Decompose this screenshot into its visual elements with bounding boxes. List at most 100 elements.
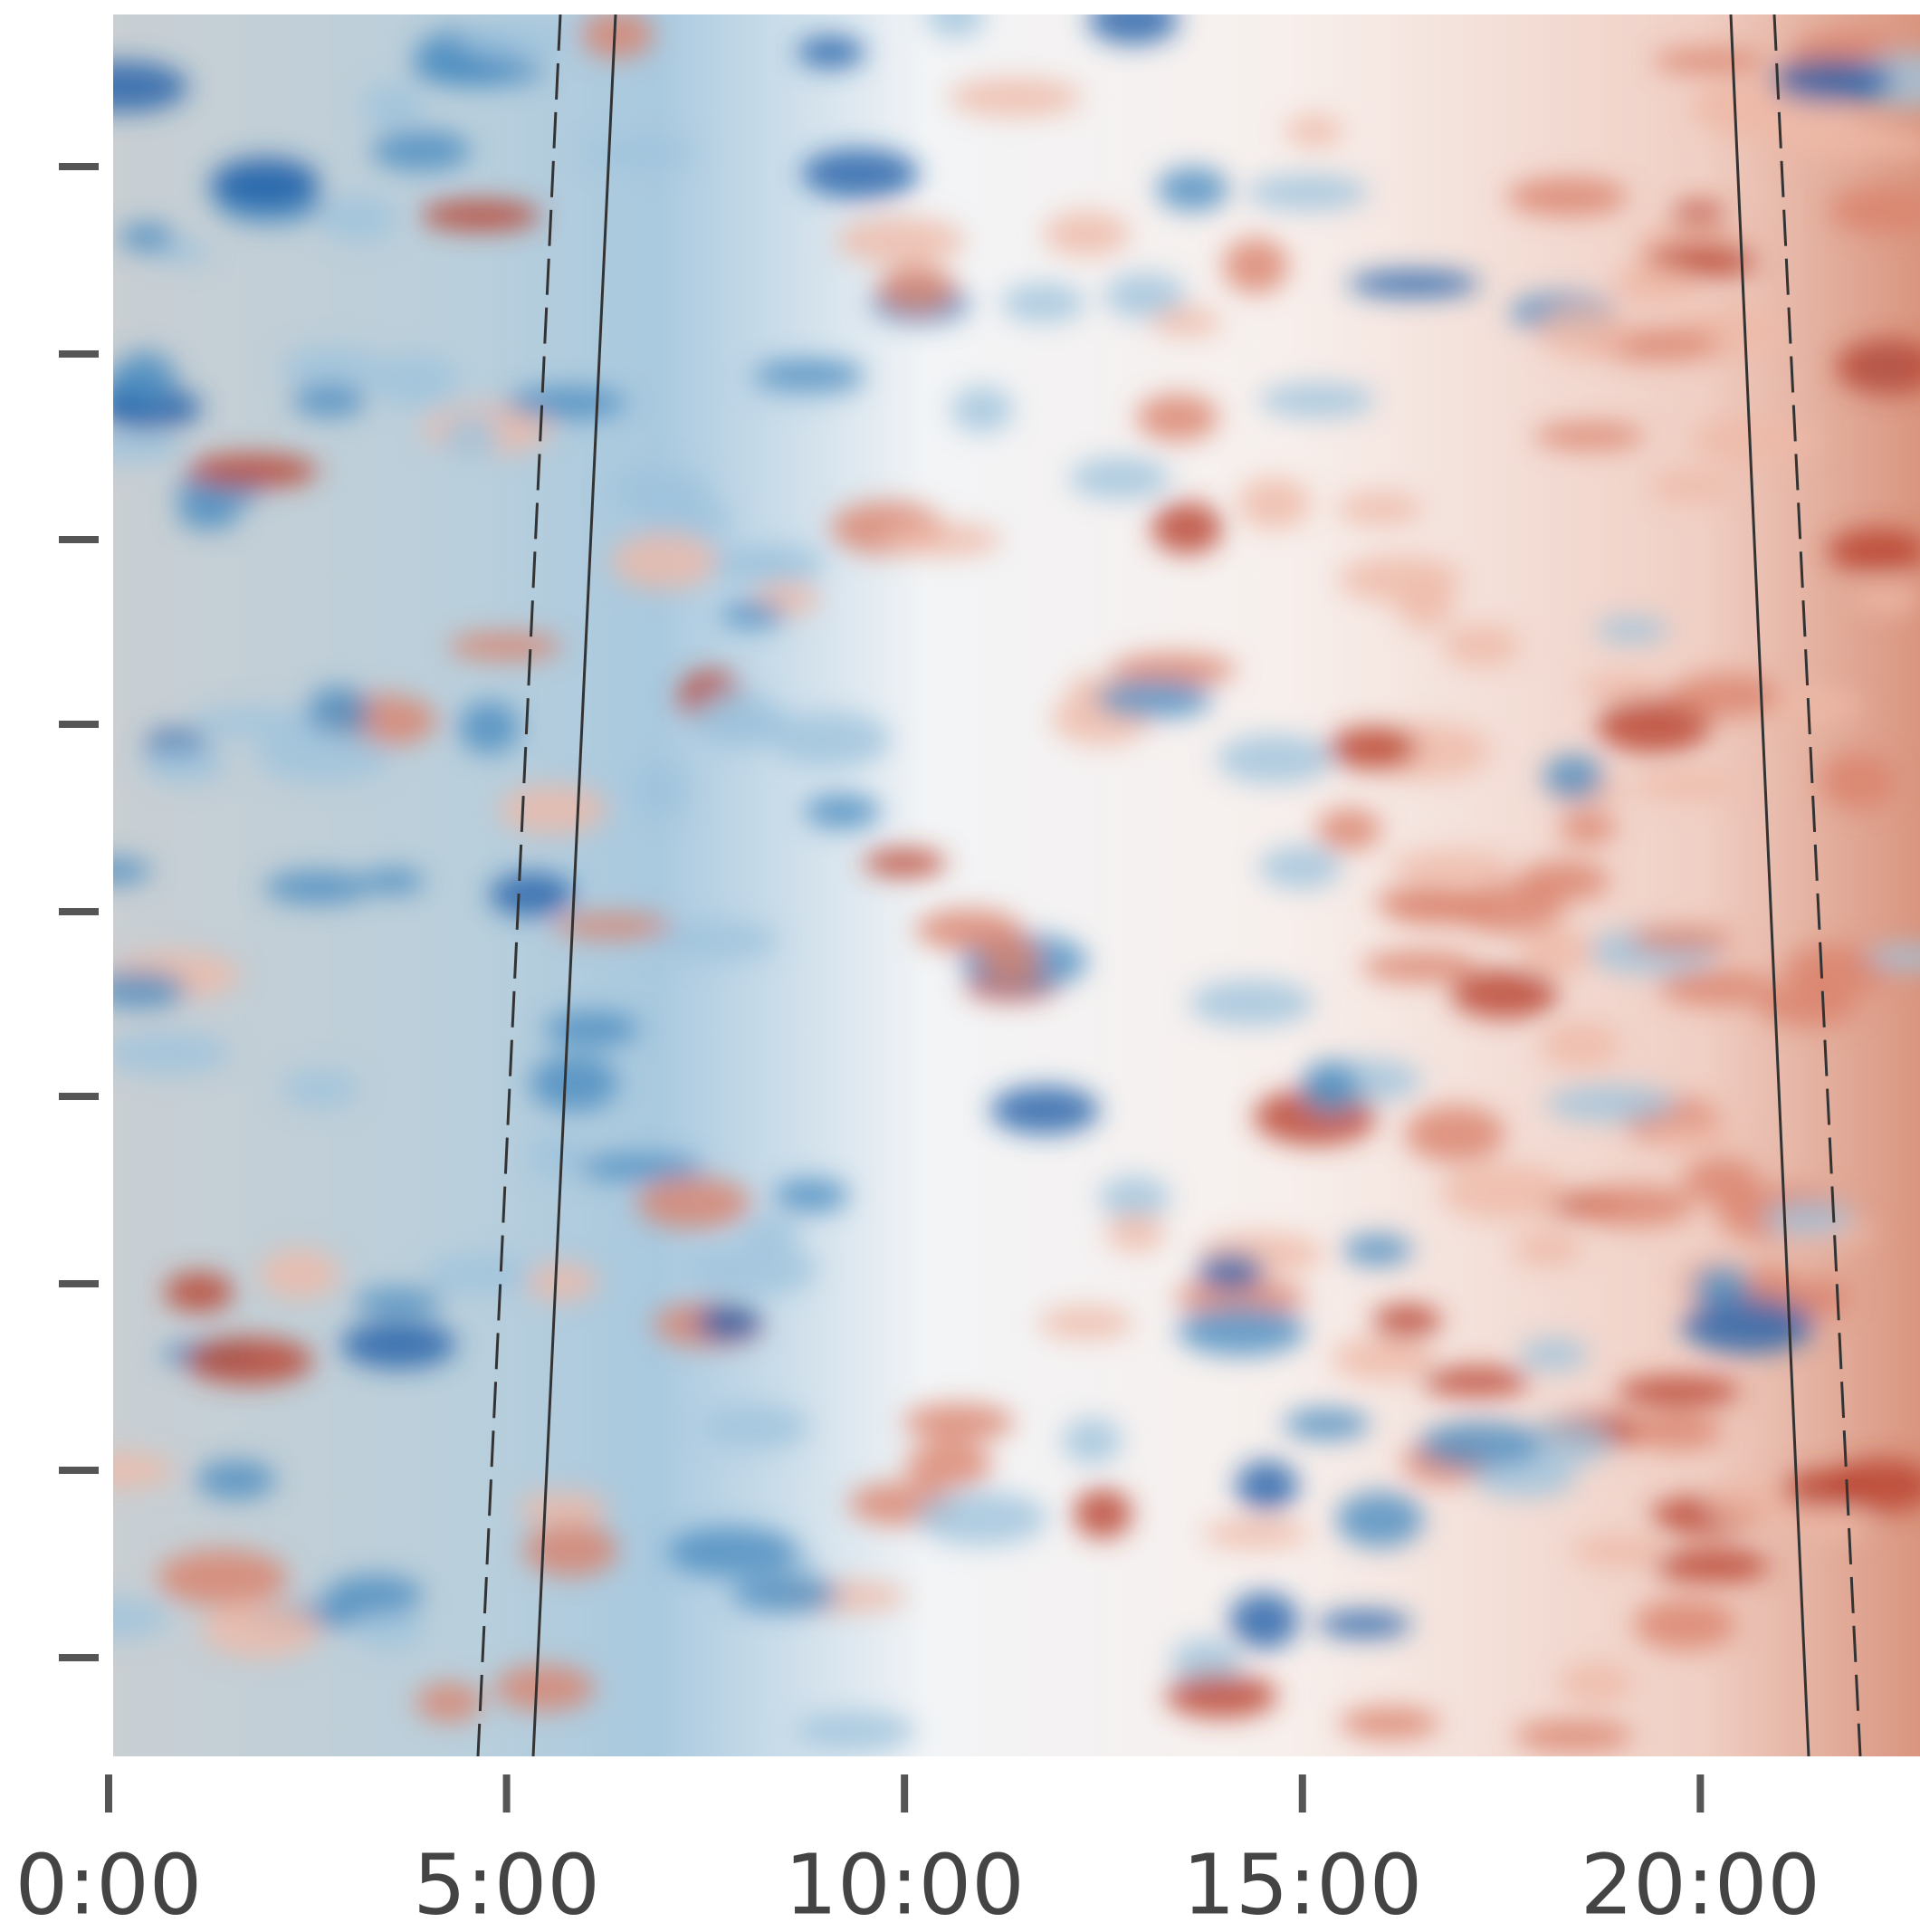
- blob: [981, 935, 1041, 984]
- blob: [1691, 1266, 1750, 1307]
- blob: [1189, 980, 1314, 1027]
- blob: [1759, 686, 1862, 724]
- blob: [1633, 1598, 1737, 1650]
- blob: [1404, 1105, 1506, 1163]
- blob: [650, 920, 779, 961]
- blob: [1326, 726, 1419, 770]
- blob: [1649, 1121, 1737, 1152]
- blob: [119, 222, 175, 253]
- blob: [695, 1305, 761, 1341]
- blob: [1571, 1185, 1695, 1227]
- blob: [607, 467, 711, 514]
- blob: [1791, 1278, 1851, 1316]
- blob: [1062, 1417, 1122, 1464]
- blob: [325, 1574, 424, 1615]
- blob: [1802, 1502, 1868, 1540]
- blob: [254, 730, 390, 783]
- heatmap-blobs: [113, 14, 1920, 1752]
- blob: [836, 216, 965, 265]
- heatmap-field: [113, 14, 1920, 1756]
- blob: [1347, 270, 1480, 298]
- blob: [1596, 697, 1712, 753]
- blob: [185, 1336, 314, 1385]
- blob: [291, 383, 367, 417]
- blob: [863, 848, 947, 877]
- blob: [1629, 926, 1735, 953]
- blob: [698, 690, 775, 748]
- blob: [582, 138, 697, 168]
- blob: [636, 1177, 751, 1229]
- blob: [769, 711, 891, 769]
- x-tick-label: 10:00: [785, 1836, 1025, 1932]
- blob: [1614, 263, 1697, 306]
- blob: [1389, 850, 1516, 884]
- blob: [731, 1576, 840, 1613]
- blob: [1342, 1234, 1413, 1266]
- blob: [1854, 580, 1920, 616]
- boundary-lines: [476, 14, 1862, 1756]
- blob: [1506, 177, 1629, 217]
- blob: [1095, 679, 1213, 719]
- blob: [580, 14, 654, 59]
- blob: [1336, 493, 1423, 525]
- solid-line: [531, 14, 617, 1756]
- blob: [340, 1320, 456, 1370]
- blob: [1136, 394, 1218, 442]
- blob: [1073, 1488, 1132, 1539]
- blob: [420, 199, 541, 232]
- blob: [543, 1010, 640, 1047]
- blob: [683, 1241, 817, 1297]
- blob: [1658, 970, 1773, 1007]
- blob: [1235, 1460, 1299, 1512]
- blob: [1757, 981, 1859, 1028]
- blob: [1512, 1229, 1583, 1267]
- blob: [1105, 1213, 1165, 1252]
- blob: [177, 496, 241, 531]
- blob: [113, 971, 186, 1009]
- blob: [1648, 470, 1735, 502]
- blob: [702, 1403, 809, 1450]
- blob: [801, 148, 920, 199]
- blob: [113, 61, 188, 113]
- blob: [1471, 1459, 1577, 1498]
- blob: [415, 1682, 483, 1722]
- blob: [1302, 1060, 1360, 1114]
- blob: [1283, 1408, 1371, 1440]
- blob: [196, 1459, 276, 1500]
- dashed-line: [1772, 14, 1862, 1756]
- blob: [319, 195, 396, 243]
- blob: [633, 761, 689, 819]
- blob: [1633, 770, 1740, 799]
- blob: [164, 1272, 234, 1313]
- blob: [553, 913, 673, 940]
- blob: [1222, 237, 1289, 294]
- blob: [517, 1490, 609, 1526]
- blob: [1151, 307, 1222, 337]
- blob: [1109, 653, 1237, 686]
- blob: [1043, 211, 1131, 257]
- blob: [1630, 1412, 1724, 1450]
- blob: [883, 522, 1002, 558]
- blob: [1197, 1253, 1265, 1290]
- blob: [1237, 477, 1312, 531]
- blob: [574, 1153, 704, 1181]
- x-tick-label: 0:00: [15, 1836, 203, 1932]
- blob: [950, 386, 1014, 433]
- blob: [498, 784, 607, 835]
- blob: [1533, 422, 1645, 450]
- blob: [1397, 583, 1455, 631]
- blob: [113, 1030, 232, 1076]
- blob: [701, 545, 785, 584]
- blob: [1335, 1491, 1424, 1548]
- blob: [1246, 174, 1369, 211]
- blob: [1594, 617, 1669, 644]
- blob: [113, 1596, 170, 1640]
- blob: [1539, 1020, 1621, 1070]
- blob: [1258, 382, 1376, 418]
- blob: [186, 706, 321, 740]
- blob: [1450, 969, 1560, 1019]
- blob: [914, 1491, 1047, 1546]
- blob: [1332, 1336, 1437, 1381]
- y-tick-marks: [59, 163, 99, 1661]
- blob: [1339, 1707, 1440, 1740]
